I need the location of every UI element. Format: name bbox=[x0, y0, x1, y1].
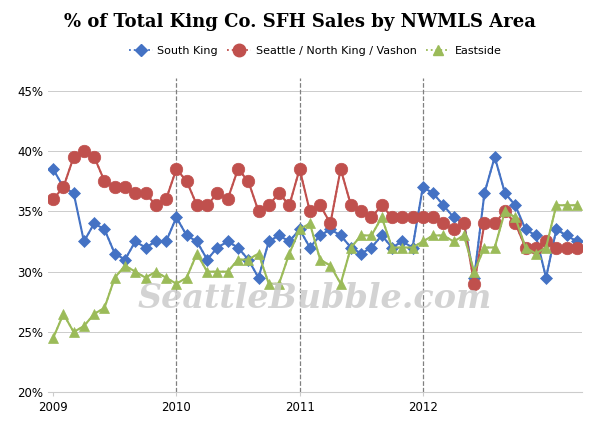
Legend: South King, Seattle / North King / Vashon, Eastside: South King, Seattle / North King / Vasho… bbox=[124, 41, 506, 60]
Text: SeattleBubble.com: SeattleBubble.com bbox=[138, 282, 492, 315]
Text: % of Total King Co. SFH Sales by NWMLS Area: % of Total King Co. SFH Sales by NWMLS A… bbox=[64, 13, 536, 31]
